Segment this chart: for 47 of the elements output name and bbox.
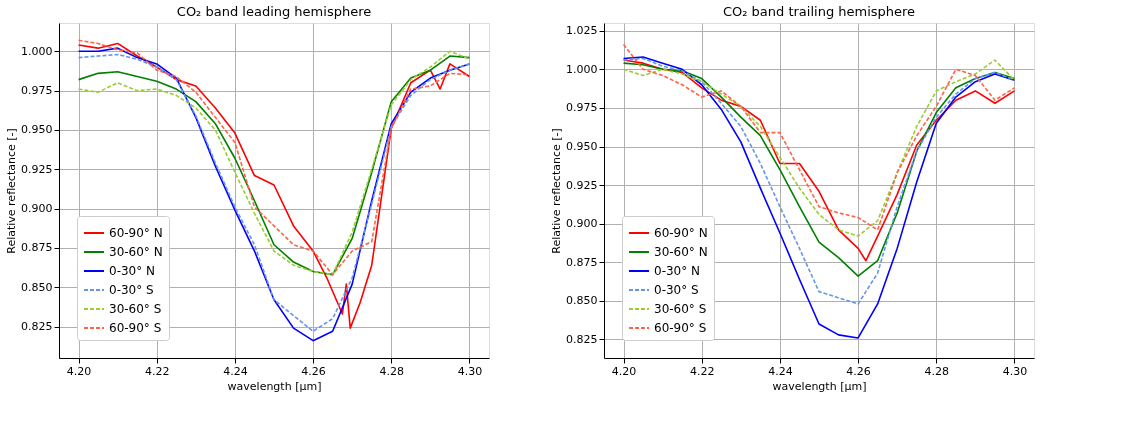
y-tick-label: 0.875 (566, 255, 598, 269)
x-tick-label: 4.30 (457, 364, 483, 378)
x-tick-label: 4.28 (379, 364, 405, 378)
y-tick-label: 0.900 (566, 217, 598, 231)
x-tick-label: 4.22 (689, 364, 715, 378)
y-tick-label: 0.975 (566, 101, 598, 115)
x-tick-label: 4.30 (1002, 364, 1028, 378)
legend-label: 30-60° N (654, 245, 708, 259)
y-tick-label: 0.975 (21, 84, 53, 98)
legend-label: 60-90° N (654, 226, 708, 240)
y-axis-title: Relative reflectance [-] (5, 128, 19, 254)
y-tick-label: 0.850 (566, 294, 598, 308)
y-axis-title: Relative reflectance [-] (550, 128, 564, 254)
x-axis-title: wavelength [μm] (227, 379, 322, 393)
y-tick-label: 1.025 (566, 24, 598, 38)
legend-label: 0-30° N (109, 264, 156, 278)
x-tick-label: 4.24 (768, 364, 793, 378)
y-tick-label: 0.950 (21, 123, 53, 137)
x-tick-label: 4.24 (223, 364, 248, 378)
x-tick-label: 4.20 (611, 364, 637, 378)
legend-label: 0-30° S (109, 283, 154, 297)
y-tick-label: 0.900 (21, 202, 53, 216)
x-tick-label: 4.26 (301, 364, 326, 378)
x-axis-title: wavelength [μm] (772, 379, 867, 393)
y-tick-label: 0.875 (21, 241, 53, 255)
y-tick-label: 1.000 (566, 62, 598, 76)
chart-title: CO₂ band trailing hemisphere (722, 4, 916, 19)
y-tick-label: 0.825 (21, 320, 53, 334)
legend-label: 0-30° N (654, 264, 701, 278)
y-tick-label: 0.925 (566, 178, 598, 192)
legend-label: 60-90° N (109, 226, 163, 240)
x-tick-label: 4.28 (924, 364, 950, 378)
y-tick-label: 0.950 (566, 140, 598, 153)
legend-label: 0-30° S (654, 283, 699, 297)
chart-title: CO₂ band leading hemisphere (176, 4, 372, 19)
y-tick-label: 0.825 (566, 332, 598, 346)
legend-label: 30-60° S (109, 302, 162, 316)
x-tick-label: 4.26 (846, 364, 871, 378)
y-tick-label: 0.850 (21, 280, 53, 294)
legend-label: 60-90° S (654, 321, 707, 335)
legend-label: 30-60° S (654, 302, 707, 316)
legend-label: 30-60° N (109, 245, 163, 259)
y-tick-label: 1.000 (21, 44, 53, 58)
legend-label: 60-90° S (109, 321, 162, 335)
x-tick-label: 4.22 (144, 364, 170, 378)
y-tick-label: 0.925 (21, 162, 53, 176)
x-tick-label: 4.20 (66, 364, 92, 378)
